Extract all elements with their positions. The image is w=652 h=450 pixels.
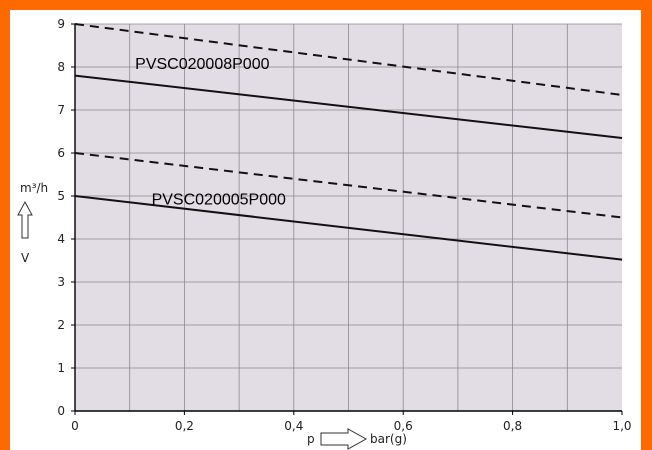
x-axis-label: p (307, 432, 315, 446)
x-tick-label: 1,0 (612, 419, 631, 433)
y-tick-label: 0 (57, 404, 65, 418)
y-unit-label: m³/h (20, 181, 48, 195)
y-tick-label: 1 (57, 361, 65, 375)
series-line-dashed-3 (74, 152, 623, 219)
up-arrow-icon (17, 200, 33, 239)
y-tick-label: 6 (57, 146, 65, 160)
x-tick-labels: 0 0,2 0,4 0,6 0,8 1,0 (71, 419, 631, 433)
y-tick-label: 2 (57, 318, 65, 332)
y-tick-label: 5 (57, 189, 65, 203)
y-tick-label: 7 (57, 103, 65, 117)
right-arrow-icon (320, 428, 368, 450)
series-line-solid-0 (74, 74, 623, 139)
y-tick-labels: 0 1 2 3 4 5 6 7 8 9 (57, 17, 65, 418)
series-line-solid-2 (74, 195, 623, 261)
x-tick-label: 0 (71, 419, 79, 433)
axes (71, 23, 623, 415)
x-tick-label: 0,4 (284, 419, 303, 433)
y-tick-label: 4 (57, 232, 65, 246)
series-annotations: PVSC020008P000 PVSC020005P000 (135, 56, 286, 208)
x-tick-label: 0,8 (503, 419, 522, 433)
series-line-dashed-1 (74, 23, 623, 96)
y-tick-label: 9 (57, 17, 65, 31)
chart-frame: 0 0,2 0,4 0,6 0,8 1,0 0 1 2 3 4 5 6 7 8 9 PVSC020008P0… (10, 10, 641, 450)
x-tick-label: 0,2 (175, 419, 194, 433)
x-tick-label: 0,6 (394, 419, 413, 433)
chart: 0 0,2 0,4 0,6 0,8 1,0 0 1 2 3 4 5 6 7 8 9 PVSC020008P0… (17, 17, 632, 450)
series-lines (74, 23, 623, 261)
y-tick-label: 8 (57, 60, 65, 74)
series-annotation: PVSC020005P000 (152, 192, 286, 209)
y-axis-label: V (21, 251, 30, 265)
x-unit-label: bar(g) (370, 432, 407, 446)
y-tick-label: 3 (57, 275, 65, 289)
series-annotation: PVSC020008P000 (135, 56, 269, 73)
